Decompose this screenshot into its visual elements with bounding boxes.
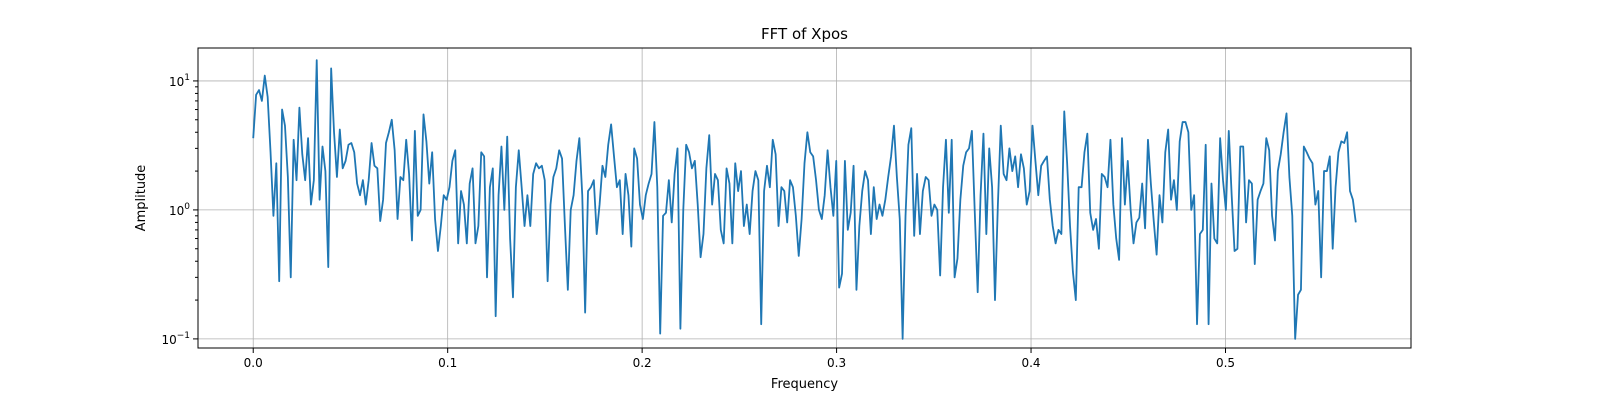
fft-amplitude-line xyxy=(252,59,1357,340)
x-tick-label: 0.4 xyxy=(1021,356,1040,370)
y-tick-label: 100 xyxy=(169,202,190,218)
y-tick-label: 101 xyxy=(169,73,190,89)
x-tick-label: 0.2 xyxy=(633,356,652,370)
x-tick-label: 0.3 xyxy=(827,356,846,370)
y-axis: 10−1 100 101 xyxy=(161,73,198,347)
x-tick-label: 0.5 xyxy=(1216,356,1235,370)
x-axis: 0.0 0.1 0.2 0.3 0.4 0.5 xyxy=(244,348,1235,370)
y-tick-label: 10−1 xyxy=(161,331,190,347)
y-axis-label: Amplitude xyxy=(134,165,149,232)
x-tick-label: 0.0 xyxy=(244,356,263,370)
x-axis-label: Frequency xyxy=(771,377,838,392)
x-tick-label: 0.1 xyxy=(438,356,457,370)
chart-title: FFT of Xpos xyxy=(761,25,848,43)
series-lines xyxy=(252,59,1357,340)
plot-frame xyxy=(197,47,1412,349)
